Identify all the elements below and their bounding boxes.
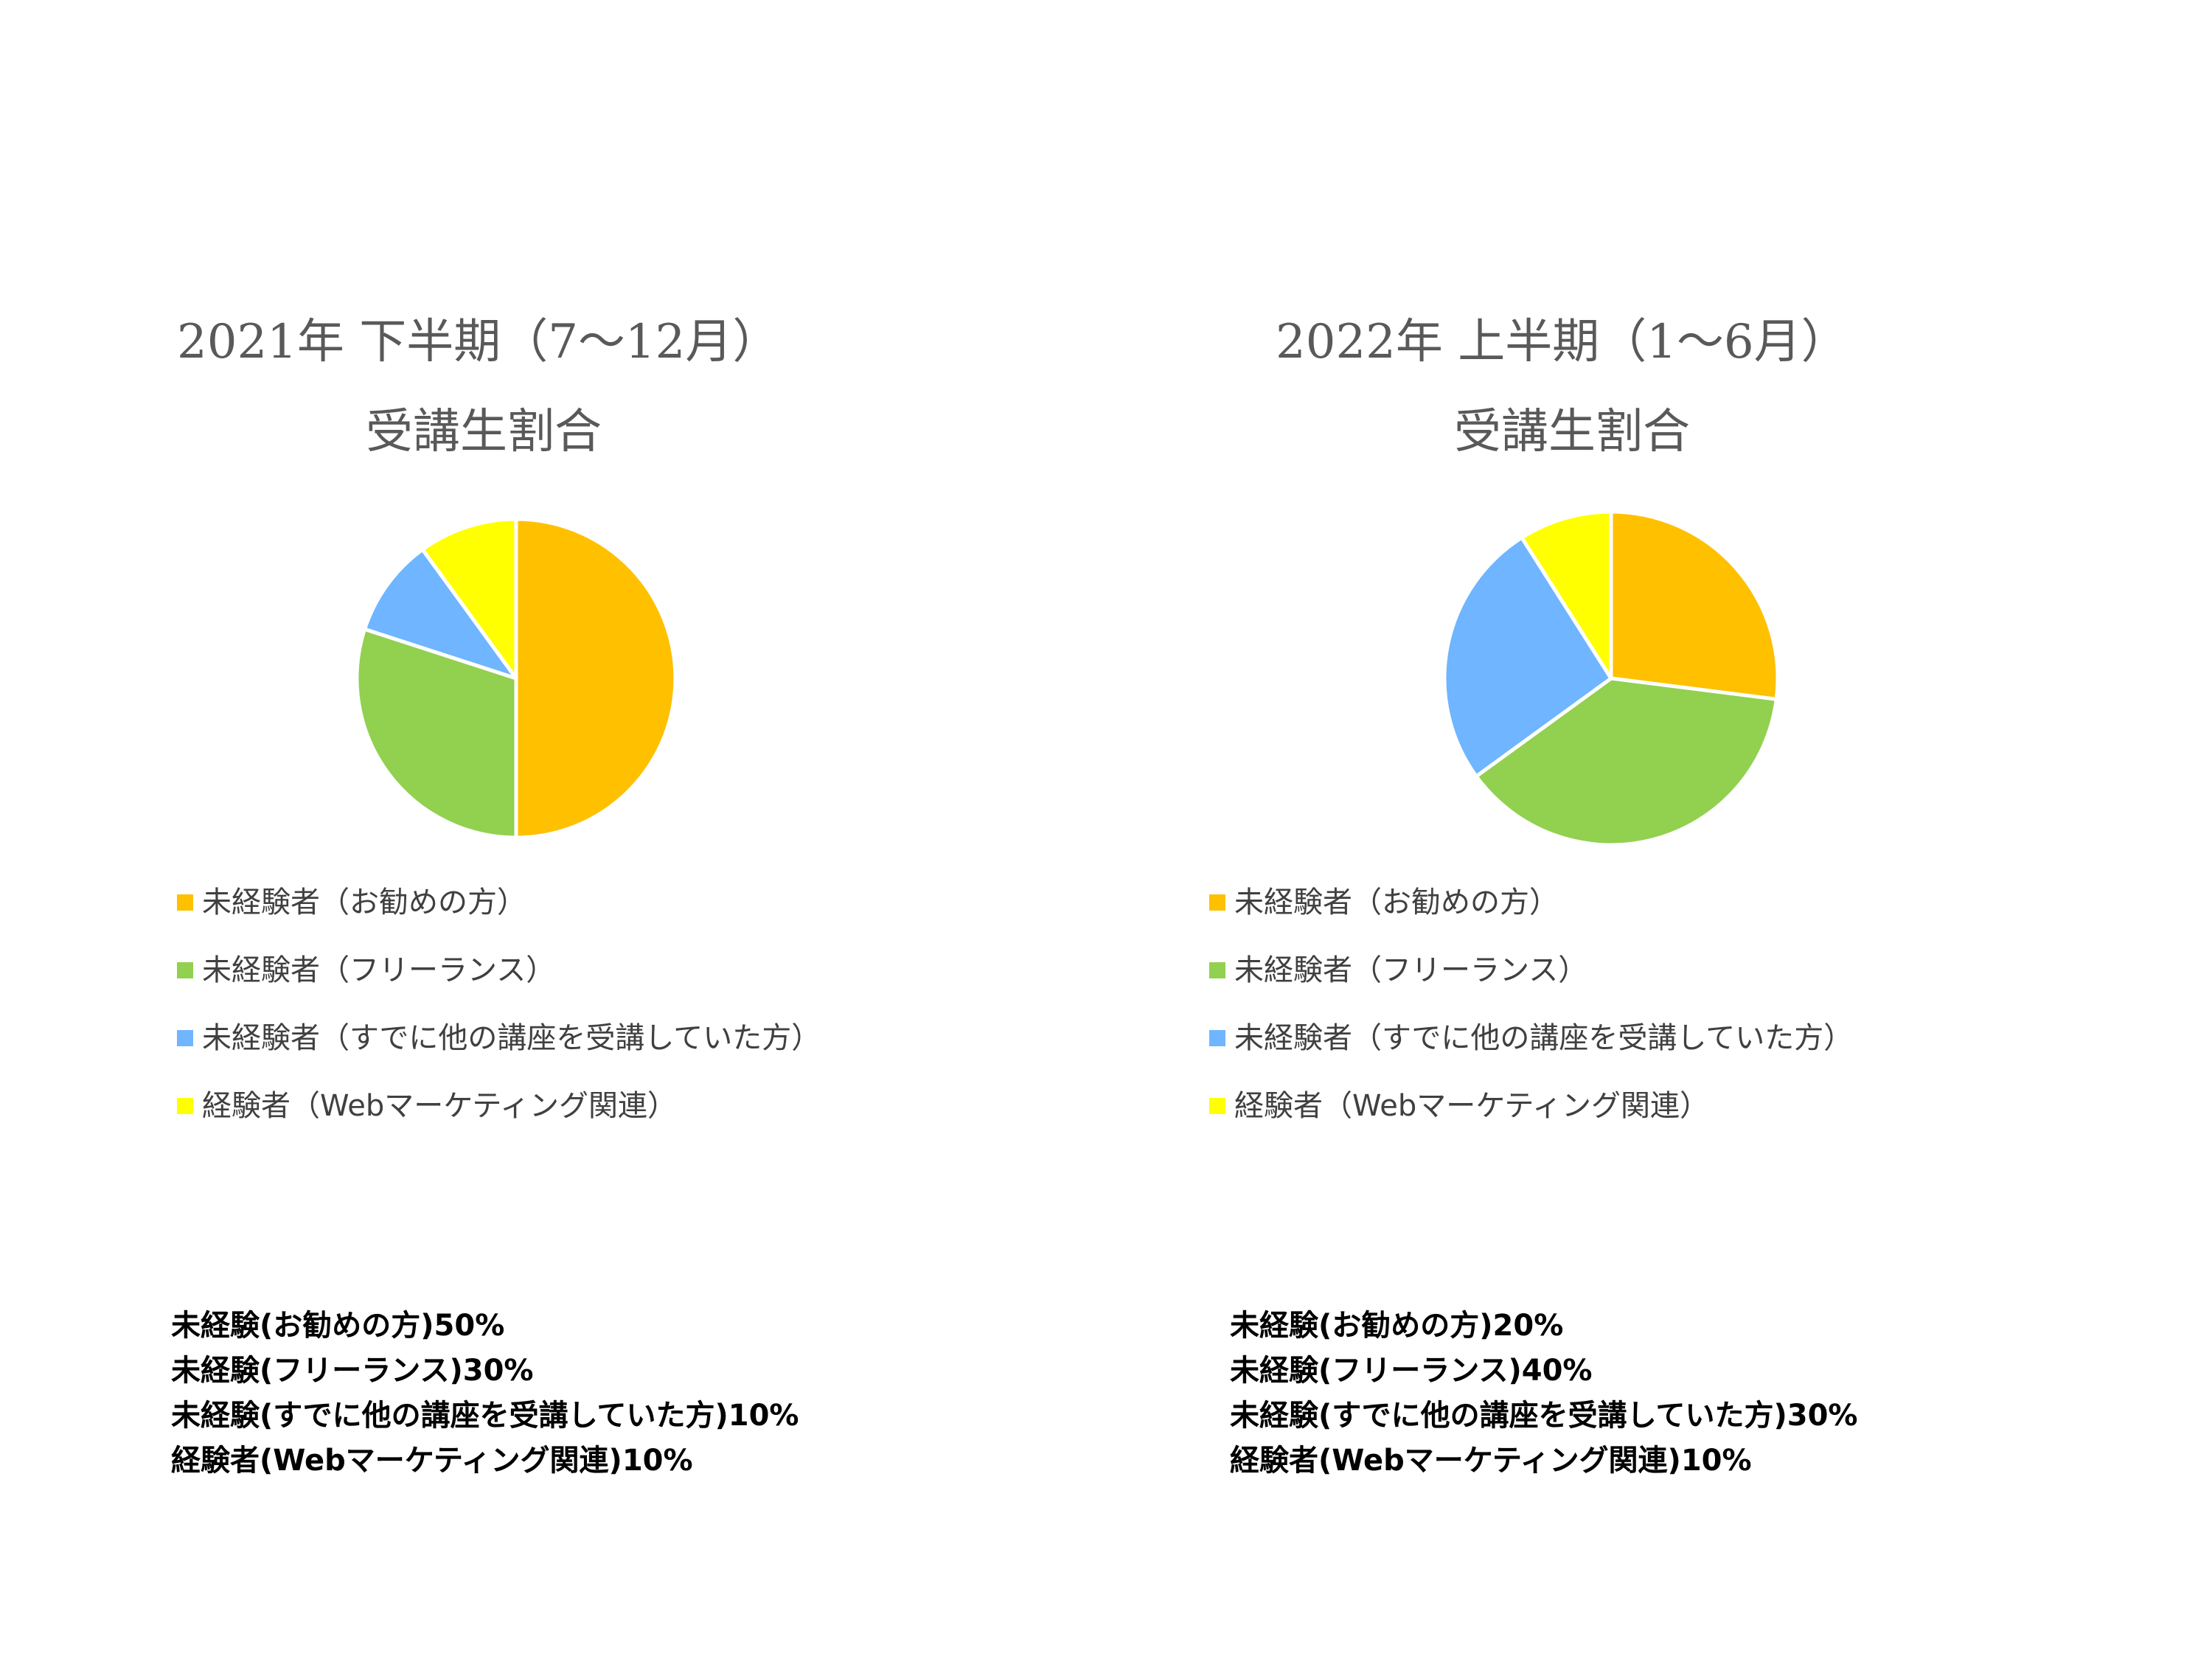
legend-swatch-icon [177, 894, 193, 911]
summary-line: 未経験(すでに他の講座を受講していた方)30% [1230, 1399, 1858, 1433]
summary-line: 未経験(すでに他の講座を受講していた方)10% [171, 1399, 799, 1433]
pie-slice [1474, 676, 1778, 847]
chart-title: 2022年 上半期（1～6月） [1276, 315, 1848, 369]
legend-swatch-icon [1209, 894, 1225, 911]
legend-item: 未経験者（フリーランス） [177, 951, 821, 1019]
summary-line: 未経験(お勧めの方)20% [1230, 1309, 1564, 1343]
chart-subtitle: 受講生割合 [1454, 405, 1690, 459]
pie-chart [1442, 509, 1780, 847]
pie-chart [355, 517, 678, 840]
legend-item: 経験者（Webマーケティング関連） [177, 1087, 821, 1155]
legend-label: 未経験者（すでに他の講座を受講していた方） [202, 1021, 821, 1055]
pie-slice [1442, 535, 1613, 779]
legend-item: 未経験者（お勧めの方） [1209, 883, 1853, 951]
legend-label: 未経験者（フリーランス） [1234, 953, 1588, 987]
chart-panel-left: 2021年 下半期（7～12月） 受講生割合 未経験者（お勧めの方） 未経験者（… [171, 315, 821, 1484]
summary-line: 未経験(お勧めの方)50% [171, 1309, 505, 1343]
legend-label: 経験者（Webマーケティング関連） [202, 1089, 678, 1123]
legend-item: 経験者（Webマーケティング関連） [1209, 1087, 1853, 1155]
pie-slice [1609, 509, 1780, 701]
legend-label: 未経験者（お勧めの方） [1234, 886, 1559, 919]
chart-panel-right: 2022年 上半期（1～6月） 受講生割合 未経験者（お勧めの方） 未経験者（フ… [1106, 0, 2212, 1659]
summary-line: 未経験(フリーランス)40% [1230, 1354, 1593, 1388]
legend-item: 未経験者（すでに他の講座を受講していた方） [177, 1019, 821, 1087]
legend-label: 未経験者（すでに他の講座を受講していた方） [1234, 1021, 1854, 1055]
legend-swatch-icon [177, 1098, 193, 1114]
summary-line: 未経験(フリーランス)30% [171, 1354, 534, 1388]
legend-swatch-icon [1209, 1098, 1225, 1114]
legend-swatch-icon [1209, 1030, 1225, 1046]
legend-item: 未経験者（フリーランス） [1209, 951, 1853, 1019]
summary-line: 経験者(Webマーケティング関連)10% [1230, 1444, 1752, 1478]
chart-legend: 未経験者（お勧めの方） 未経験者（フリーランス） 未経験者（すでに他の講座を受講… [177, 883, 821, 1155]
legend-label: 未経験者（フリーランス） [202, 953, 556, 987]
chart-title: 2021年 下半期（7～12月） [177, 315, 780, 369]
pie-slice [1520, 509, 1613, 681]
pie-slice [363, 547, 518, 681]
chart-subtitle: 受講生割合 [366, 405, 602, 459]
legend-swatch-icon [177, 962, 193, 978]
pie-slice [514, 517, 678, 840]
legend-swatch-icon [177, 1030, 193, 1046]
summary-text: 未経験(お勧めの方)20% 未経験(フリーランス)40% 未経験(すでに他の講座… [1230, 1304, 1858, 1484]
legend-swatch-icon [1209, 962, 1225, 978]
summary-text: 未経験(お勧めの方)50% 未経験(フリーランス)30% 未経験(すでに他の講座… [171, 1304, 799, 1484]
legend-label: 未経験者（お勧めの方） [202, 886, 526, 919]
legend-item: 未経験者（お勧めの方） [177, 883, 821, 951]
chart-legend: 未経験者（お勧めの方） 未経験者（フリーランス） 未経験者（すでに他の講座を受講… [1209, 883, 1853, 1155]
legend-label: 経験者（Webマーケティング関連） [1234, 1089, 1710, 1123]
pie-slice [355, 627, 518, 840]
legend-item: 未経験者（すでに他の講座を受講していた方） [1209, 1019, 1853, 1087]
pie-slice [420, 517, 518, 681]
summary-line: 経験者(Webマーケティング関連)10% [171, 1444, 693, 1478]
